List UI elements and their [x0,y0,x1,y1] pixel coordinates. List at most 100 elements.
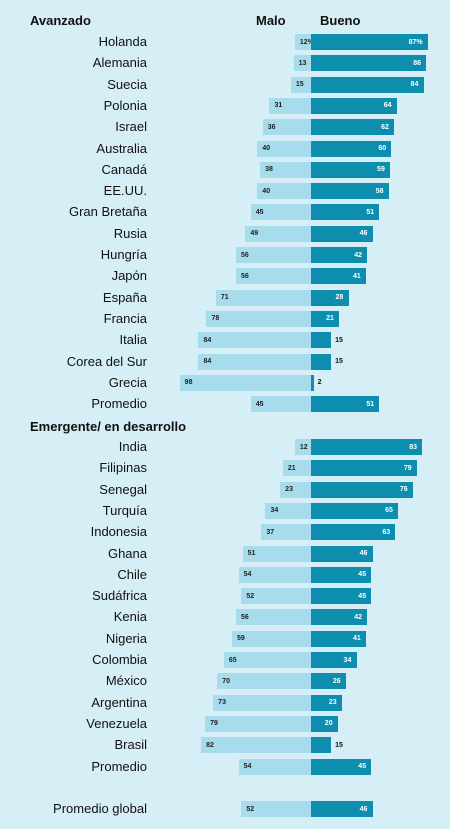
value-label-malo: 12 [299,444,308,451]
value-label-malo: 56 [240,614,249,621]
legend-good-header: Bueno [320,13,361,28]
bar-bueno [311,375,314,391]
row-label: Polonia [103,98,147,113]
value-label-bueno: 63 [382,529,391,536]
row-label: Kenia [113,609,147,624]
row-label: Gran Bretaña [68,204,147,219]
bar-bueno [311,673,346,689]
bar-malo [201,737,311,753]
bar-malo [217,673,311,689]
bar-bueno [311,34,428,50]
row-label: Promedio [91,396,147,411]
value-label-malo: 56 [240,273,249,280]
row-label: Israel [115,119,147,134]
bar-malo [231,631,311,647]
value-label-bueno: 42 [354,614,363,621]
value-label-malo: 98 [184,379,193,386]
bar-bueno [311,247,368,263]
value-label-malo: 79 [210,720,218,727]
bar-malo [294,439,311,455]
row-label: Suecia [107,77,147,92]
bar-bueno [311,503,399,519]
value-label-bueno: 76 [399,486,408,493]
bar-malo [257,183,311,199]
value-label-bueno: 45 [358,571,367,578]
bar-bueno [311,460,417,476]
value-label-malo: 54 [243,571,252,578]
value-label-bueno: 15 [335,337,343,344]
bar-malo [269,98,311,114]
value-label-bueno: 21 [326,315,334,322]
bar-malo [294,34,311,50]
bar-malo [235,268,311,284]
bar-malo [250,204,311,220]
value-label-malo: 56 [240,252,249,259]
row-label: Australia [96,141,147,156]
bar-malo [206,311,311,327]
value-label-bueno: 51 [366,401,375,408]
bar-bueno [311,77,424,93]
bar-bueno [311,652,357,668]
bar-malo [282,460,311,476]
value-label-malo: 23 [285,486,293,493]
bar-malo [250,396,311,412]
bar-malo [198,332,311,348]
bar-bueno [311,609,368,625]
bar-malo [238,759,311,775]
row-label: Francia [103,311,147,326]
bar-malo [265,503,311,519]
row-label: Argentina [91,695,147,710]
value-label-malo: 45 [255,209,264,216]
bar-malo [242,546,311,562]
bar-malo [241,801,311,817]
bar-bueno [311,396,380,412]
value-label-bueno: 28 [335,294,344,301]
value-label-bueno: 83 [409,444,418,451]
bar-malo [280,482,311,498]
legend-bad-header: Malo [256,13,286,28]
group-header-emerging: Emergente/ en desarrollo [30,419,187,434]
value-label-malo: 40 [262,145,271,152]
row-label: Nigeria [105,631,147,646]
value-label-bueno: 20 [324,720,333,727]
value-label-bueno: 2 [317,379,322,386]
bar-bueno [311,546,373,562]
bar-bueno [311,290,349,306]
value-label-bueno: 59 [377,166,385,173]
bar-bueno [311,204,380,220]
row-label: Promedio [91,759,147,774]
bar-malo [213,695,311,711]
value-label-malo: 84 [203,337,212,344]
value-label-bueno: 65 [385,507,393,514]
row-label: Chile [117,567,147,582]
row-label: Grecia [108,375,147,390]
value-label-bueno: 15 [335,742,343,749]
group-header-advanced: Avanzado [30,13,91,28]
row-label: Filipinas [99,460,147,475]
bar-malo [215,290,311,306]
row-label: Senegal [99,482,147,497]
bar-bueno [311,759,372,775]
bar-bueno [311,567,372,583]
value-label-malo: 13 [298,60,307,67]
row-label: Alemania [92,55,147,70]
bar-bueno [311,98,397,114]
bar-malo [262,119,311,135]
row-label: Venezuela [86,716,147,731]
row-label: Italia [119,332,147,347]
value-label-bueno: 41 [352,635,361,642]
value-label-bueno: 87% [408,39,423,46]
row-label: EE.UU. [103,183,147,198]
value-label-bueno: 60 [378,145,387,152]
value-label-bueno: 64 [383,102,392,109]
value-label-malo: 37 [266,529,275,536]
value-label-malo: 52 [246,593,255,600]
value-label-malo: 73 [218,699,226,706]
value-label-malo: 82 [206,742,214,749]
value-label-bueno: 86 [413,60,422,67]
value-label-malo: 84 [203,358,212,365]
value-label-bueno: 45 [358,763,367,770]
value-label-malo: 71 [220,294,229,301]
bar-bueno [311,268,366,284]
